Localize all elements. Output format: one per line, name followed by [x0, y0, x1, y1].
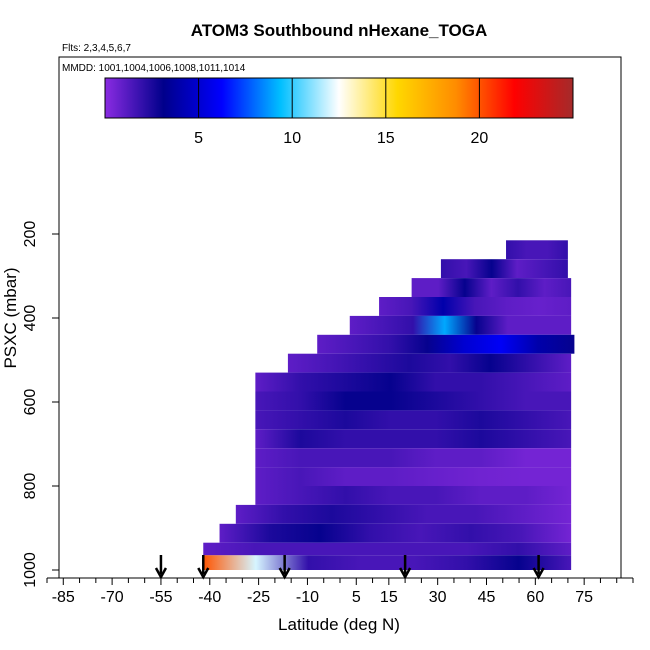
heatmap-band — [255, 429, 572, 449]
x-axis-label: Latitude (deg N) — [278, 615, 400, 634]
heatmap-band — [506, 240, 568, 260]
arrow-head — [197, 567, 210, 580]
heatmap-band — [349, 315, 572, 335]
colorbar-tick-label: 5 — [194, 130, 203, 147]
x-tick-label: 30 — [429, 589, 447, 606]
y-tick-label: 600 — [22, 389, 39, 416]
x-tick-label: -25 — [247, 589, 270, 606]
heatmap-band — [255, 372, 572, 392]
heatmap-band — [379, 297, 572, 316]
y-tick-label: 200 — [22, 221, 39, 248]
arrow-head — [154, 567, 168, 580]
heatmap-band — [255, 410, 572, 430]
arrow-head — [278, 567, 291, 580]
heatmap-band — [255, 391, 572, 411]
x-tick-label: -55 — [149, 589, 172, 606]
flights-label: Flts: 2,3,4,5,6,7 — [62, 43, 131, 54]
heatmap-band — [255, 467, 572, 486]
heatmap-band — [219, 523, 572, 543]
heatmap-band — [411, 278, 572, 297]
x-tick-label: -10 — [296, 589, 319, 606]
colorbar-ticks: 5 10 15 20 — [194, 78, 488, 147]
x-tick-label: 15 — [380, 589, 398, 606]
y-tick-label: 800 — [22, 473, 39, 500]
colorbar-tick-label: 20 — [471, 130, 489, 147]
arrows — [154, 555, 545, 580]
x-tick-label: 45 — [478, 589, 496, 606]
heatmap — [203, 240, 575, 570]
x-tick-label: -40 — [198, 589, 221, 606]
heatmap-band — [317, 334, 575, 354]
arrow-head — [532, 567, 545, 580]
dates-label: MMDD: 1001,1004,1006,1008,1011,1014 — [62, 63, 246, 74]
colorbar-tick-label: 10 — [283, 130, 301, 147]
heatmap-band — [440, 259, 568, 279]
heatmap-band — [287, 353, 572, 373]
x-tick-label: 60 — [526, 589, 544, 606]
y-tick-label: 400 — [22, 305, 39, 332]
x-tick-label: -85 — [52, 589, 75, 606]
colorbar — [104, 77, 574, 119]
heatmap-band — [203, 555, 572, 570]
heatmap-band — [203, 542, 572, 556]
chart-title: ATOM3 Southbound nHexane_TOGA — [191, 21, 488, 40]
x-tick-label: 5 — [352, 589, 361, 606]
y-tick-label: 1000 — [22, 552, 39, 588]
heatmap-band — [235, 504, 572, 524]
y-axis-label: PSXC (mbar) — [1, 267, 20, 368]
heatmap-band — [255, 486, 572, 505]
colorbar-tick-label: 15 — [377, 130, 395, 147]
x-tick-label: 75 — [575, 589, 593, 606]
x-tick-label: -70 — [101, 589, 124, 606]
x-axis: -85 -70 -55 -40 -25 -10 5 15 30 45 60 75 — [46, 577, 634, 606]
y-axis: 200 400 600 800 1000 — [22, 221, 60, 588]
arrow-head — [399, 567, 412, 580]
heatmap-band — [255, 448, 572, 468]
